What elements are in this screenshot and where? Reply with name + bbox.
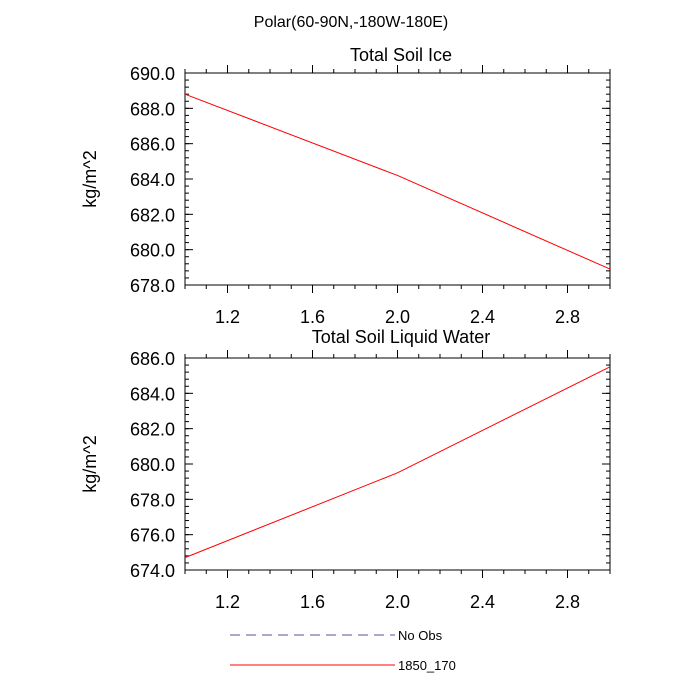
y-tick-label: 678.0	[130, 490, 175, 510]
y-tick-label: 684.0	[130, 170, 175, 190]
y-tick-label: 674.0	[130, 561, 175, 581]
figure-title: Polar(60-90N,-180W-180E)	[254, 14, 448, 31]
legend-label-1850-170: 1850_170	[398, 658, 456, 673]
x-tick-labels: 1.2 1.6 2.0 2.4 2.8	[215, 592, 580, 612]
y-tick-labels: 678.0 680.0 682.0 684.0 686.0 688.0 690.0	[130, 64, 175, 296]
y-tick-label: 680.0	[130, 241, 175, 261]
x-tick-label: 2.4	[470, 307, 495, 327]
y-tick-label: 688.0	[130, 99, 175, 119]
x-tick-label: 1.2	[215, 592, 240, 612]
y-tick-label: 686.0	[130, 135, 175, 155]
plot-frame	[184, 72, 611, 286]
y-tick-label: 686.0	[130, 349, 175, 369]
y-tick-label: 682.0	[130, 420, 175, 440]
panel-title: Total Soil Liquid Water	[312, 327, 490, 347]
y-tick-label: 684.0	[130, 384, 175, 404]
y-tick-label: 678.0	[130, 276, 175, 296]
tick-marks	[184, 65, 611, 293]
series-line-1850-170	[184, 93, 611, 270]
y-tick-label: 676.0	[130, 526, 175, 546]
tick-marks	[184, 350, 611, 578]
panel-total-soil-liquid-water: Total Soil Liquid Water kg/m^2 674.0 676.…	[80, 327, 611, 612]
x-tick-label: 2.8	[555, 592, 580, 612]
series-group	[184, 93, 611, 270]
x-tick-label: 2.0	[385, 592, 410, 612]
y-tick-labels: 674.0 676.0 678.0 680.0 682.0 684.0 686.0	[130, 349, 175, 581]
x-tick-label: 2.8	[555, 307, 580, 327]
panel-title: Total Soil Ice	[350, 45, 452, 65]
x-tick-label: 1.6	[300, 307, 325, 327]
y-tick-label: 682.0	[130, 205, 175, 225]
legend-label-no-obs: No Obs	[398, 628, 443, 643]
x-tick-label: 2.0	[385, 307, 410, 327]
x-tick-label: 1.6	[300, 592, 325, 612]
y-tick-label: 680.0	[130, 455, 175, 475]
legend: No Obs 1850_170	[230, 628, 456, 673]
plot-frame	[184, 357, 611, 571]
y-axis-label: kg/m^2	[80, 150, 100, 207]
series-line-1850-170	[184, 366, 611, 559]
x-tick-labels: 1.2 1.6 2.0 2.4 2.8	[215, 307, 580, 327]
panel-total-soil-ice: Total Soil Ice kg/m^2 678.0 680.0 682.0 684…	[80, 45, 611, 327]
y-tick-label: 690.0	[130, 64, 175, 84]
y-axis-label: kg/m^2	[80, 435, 100, 492]
series-group	[184, 366, 611, 559]
x-tick-label: 1.2	[215, 307, 240, 327]
x-tick-label: 2.4	[470, 592, 495, 612]
